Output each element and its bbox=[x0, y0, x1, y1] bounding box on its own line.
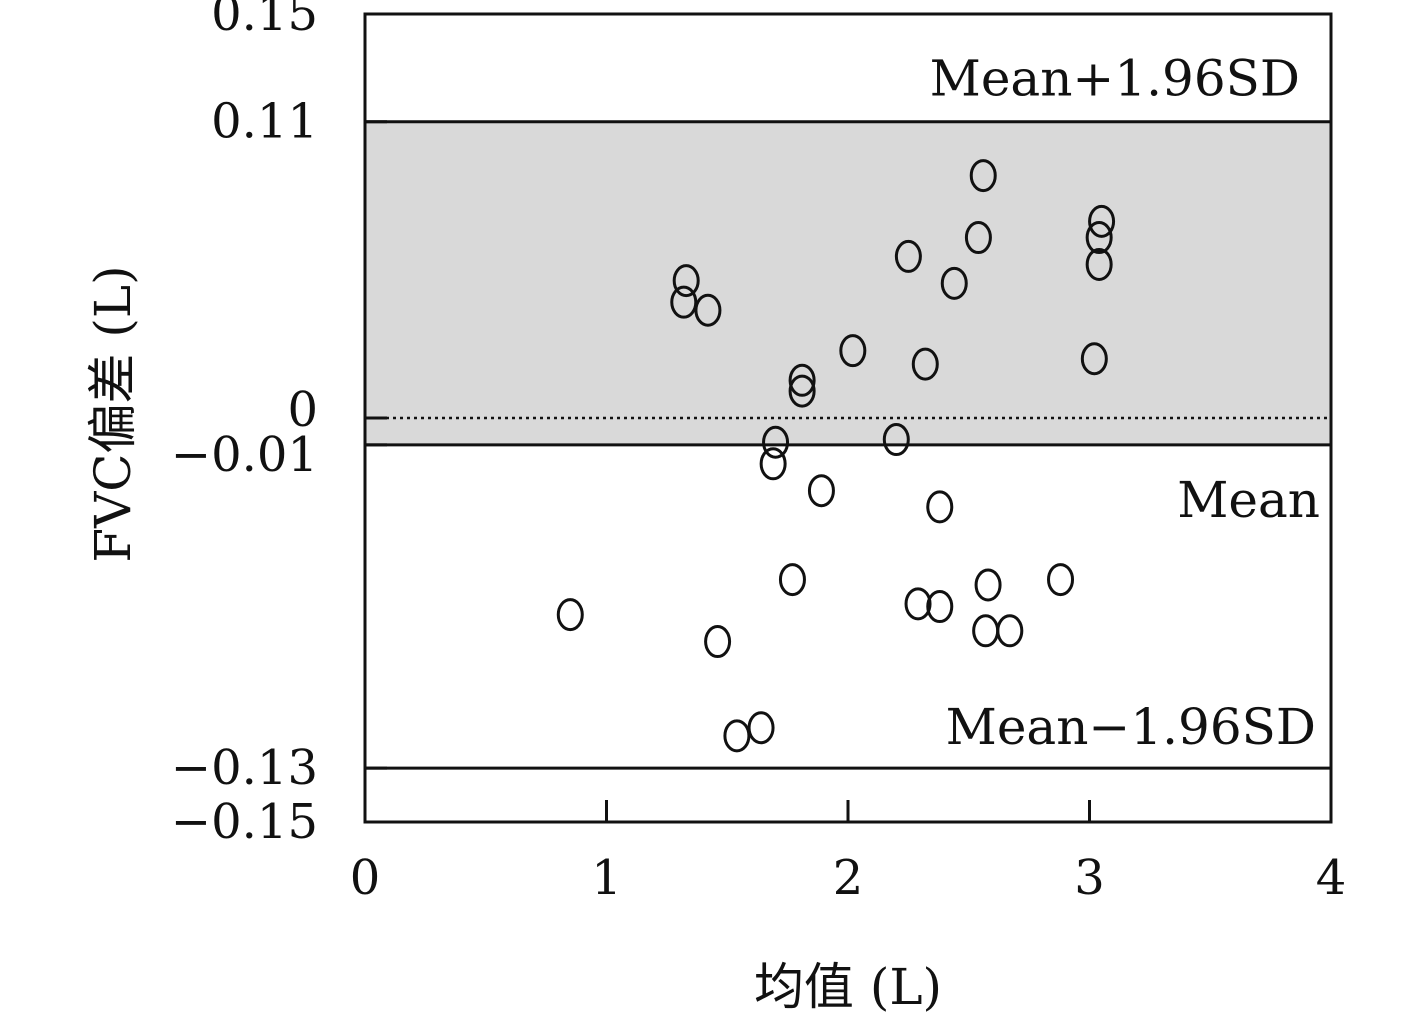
data-point bbox=[926, 490, 954, 524]
data-point bbox=[788, 374, 816, 408]
x-tick-label: 4 bbox=[1316, 850, 1347, 906]
data-point bbox=[894, 239, 922, 273]
reference-lines bbox=[365, 120, 1331, 770]
data-point bbox=[940, 266, 968, 300]
data-point bbox=[964, 221, 992, 255]
data-points bbox=[556, 159, 1116, 753]
limits-band bbox=[365, 121, 1331, 445]
data-point bbox=[723, 719, 751, 753]
data-point bbox=[911, 347, 939, 381]
x-tick-label: 1 bbox=[591, 850, 622, 906]
data-point bbox=[969, 159, 997, 193]
upper-limit-label: Mean+1.96SD bbox=[930, 50, 1300, 108]
x-axis-ticks: 0 1 2 3 4 bbox=[350, 800, 1347, 906]
data-point bbox=[759, 447, 787, 481]
data-point bbox=[1085, 221, 1113, 255]
y-axis-ticks: 0.15 0.11 0−0.01 −0.13−0.15 bbox=[171, 0, 387, 850]
data-point bbox=[1047, 563, 1075, 597]
data-point bbox=[904, 587, 932, 621]
data-point bbox=[670, 285, 698, 319]
data-point bbox=[1080, 342, 1108, 376]
mean-label: Mean bbox=[1177, 471, 1320, 529]
data-point bbox=[974, 568, 1002, 602]
y-tick-label: 0.15 bbox=[211, 0, 318, 42]
data-point bbox=[788, 363, 816, 397]
data-point bbox=[704, 625, 732, 659]
y-tick-label: −0.13 bbox=[171, 740, 318, 796]
x-axis-title: 均值 (L) bbox=[754, 958, 942, 1016]
data-point bbox=[839, 334, 867, 368]
y-tick-label: −0.01 bbox=[171, 427, 318, 483]
x-tick-label: 0 bbox=[350, 850, 381, 906]
x-tick-label: 2 bbox=[833, 850, 864, 906]
y-tick-label: 0.11 bbox=[211, 94, 318, 150]
data-point bbox=[1085, 247, 1113, 281]
data-point bbox=[1088, 204, 1116, 238]
data-point bbox=[882, 423, 910, 457]
data-point bbox=[926, 590, 954, 624]
data-point bbox=[807, 474, 835, 508]
x-tick-label: 3 bbox=[1074, 850, 1105, 906]
data-point bbox=[694, 293, 722, 327]
y-tick-label: 0 bbox=[287, 382, 318, 438]
data-point bbox=[672, 264, 700, 298]
data-point bbox=[747, 711, 775, 745]
y-axis-title: FVC偏差 (L) bbox=[84, 265, 142, 562]
data-point bbox=[762, 425, 790, 459]
y-tick-label: −0.15 bbox=[171, 794, 318, 850]
lower-limit-label: Mean−1.96SD bbox=[946, 698, 1316, 756]
data-point bbox=[996, 614, 1024, 648]
data-point bbox=[972, 614, 1000, 648]
data-point bbox=[778, 563, 806, 597]
data-point bbox=[556, 598, 584, 632]
